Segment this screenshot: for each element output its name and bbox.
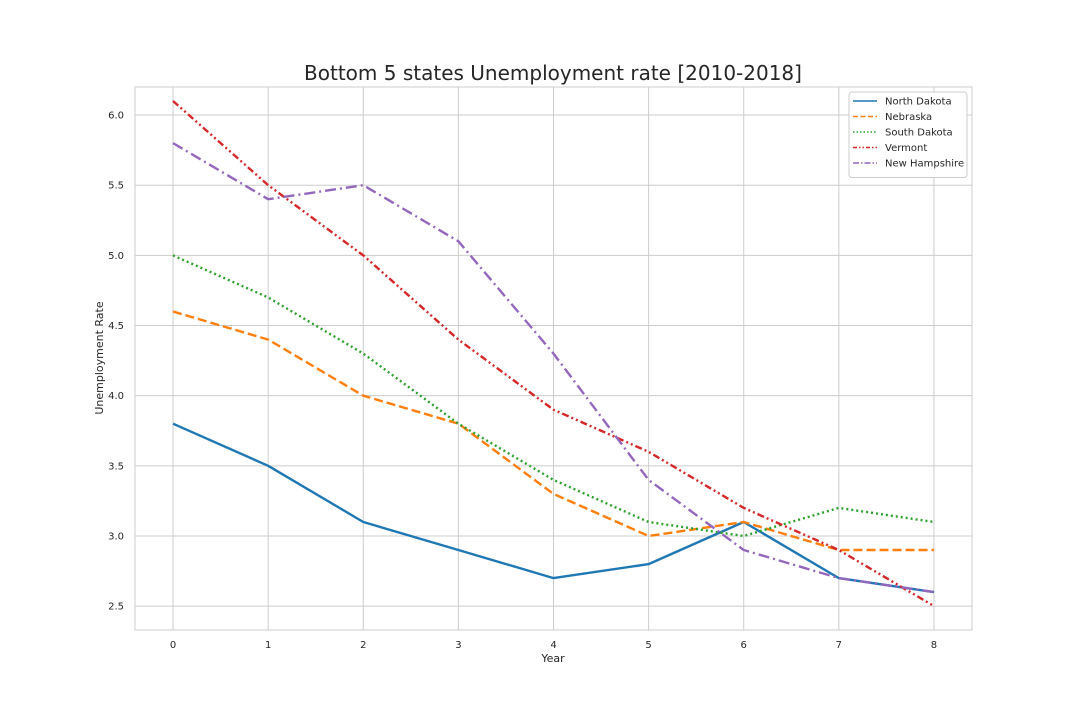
series-line-new-hampshire xyxy=(172,142,935,594)
x-tick-label: 0 xyxy=(170,640,176,651)
legend-label: Vermont xyxy=(885,143,927,154)
y-tick-labels: 2.5 3.0 3.5 4.0 4.5 5.0 5.5 6.0 xyxy=(108,111,124,613)
legend-label: Nebraska xyxy=(885,112,932,123)
series-lines xyxy=(172,100,935,608)
legend-box xyxy=(848,91,968,178)
series-line-south-dakota xyxy=(172,254,935,538)
x-tick-label: 4 xyxy=(550,640,556,651)
chart-title: Bottom 5 states Unemployment rate [2010-… xyxy=(304,61,802,85)
x-tick-label: 3 xyxy=(455,640,461,651)
legend-label: South Dakota xyxy=(885,128,953,139)
x-tick-label: 6 xyxy=(741,640,747,651)
y-tick-label: 3.0 xyxy=(108,531,124,542)
series-line-nebraska xyxy=(172,310,934,552)
y-tick-label: 4.5 xyxy=(108,321,124,332)
y-tick-label: 4.0 xyxy=(108,391,124,402)
y-tick-label: 5.0 xyxy=(108,251,124,262)
y-tick-label: 6.0 xyxy=(108,111,124,122)
x-axis-label: Year xyxy=(540,652,565,665)
legend: North Dakota Nebraska South Dakota Vermont N… xyxy=(848,91,968,178)
x-tick-labels: 0 1 2 3 4 5 6 7 8 xyxy=(170,640,937,651)
x-tick-label: 8 xyxy=(931,640,937,651)
legend-label: New Hampshire xyxy=(885,159,964,170)
x-tick-label: 1 xyxy=(265,640,271,651)
y-tick-label: 2.5 xyxy=(108,602,124,613)
legend-label: North Dakota xyxy=(885,97,952,108)
y-tick-label: 5.5 xyxy=(108,181,124,192)
x-tick-label: 5 xyxy=(645,640,651,651)
y-axis-label: Unemployment Rate xyxy=(93,301,106,415)
y-tick-label: 3.5 xyxy=(108,461,124,472)
x-tick-label: 2 xyxy=(360,640,366,651)
series-line-vermont xyxy=(172,100,935,608)
x-tick-label: 7 xyxy=(836,640,842,651)
series-line-north-dakota xyxy=(172,422,935,594)
